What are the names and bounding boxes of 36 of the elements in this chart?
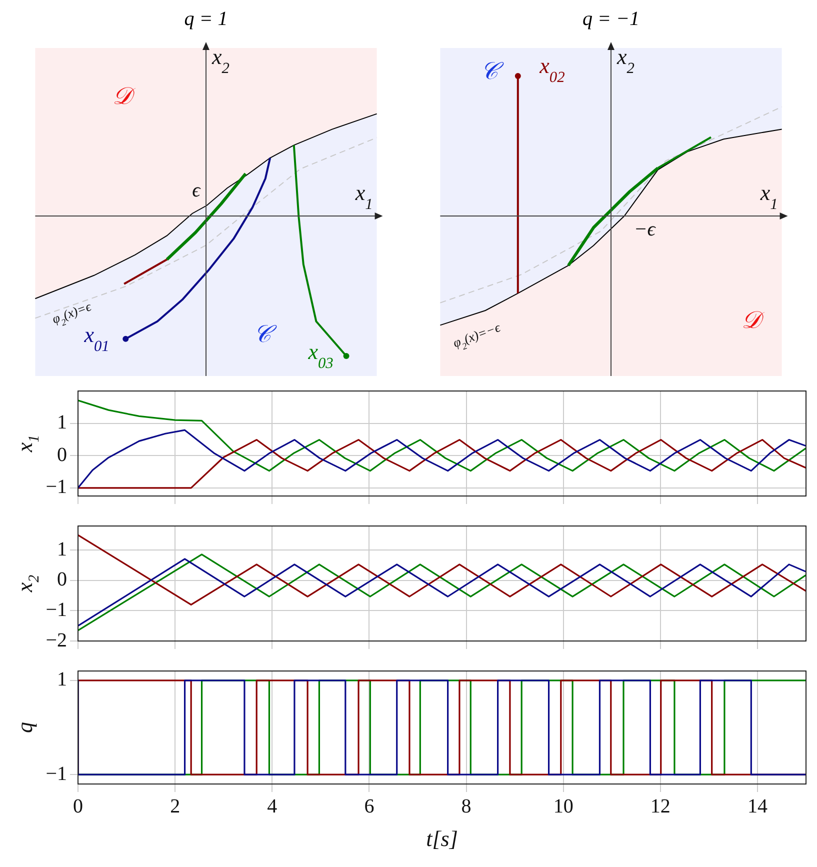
y-tick-label: −2 bbox=[46, 629, 67, 652]
text: x$_{03}$ bbox=[307, 338, 334, 372]
y-tick-label: −1 bbox=[46, 476, 67, 498]
text: 𝒞 bbox=[254, 322, 278, 348]
x-tick-label: 10 bbox=[553, 795, 574, 818]
y-tick-label: 1 bbox=[57, 412, 67, 434]
y-axis-title: q bbox=[12, 722, 37, 733]
text: x$_{02}$ bbox=[538, 53, 566, 86]
y-tick-label: 0 bbox=[57, 568, 67, 591]
x-tick-label: 12 bbox=[650, 795, 670, 818]
text: −ϵ bbox=[634, 218, 656, 241]
x-tick-label: 2 bbox=[170, 795, 180, 818]
y-axis-title: x2 bbox=[12, 574, 43, 594]
y-tick-label: 1 bbox=[57, 538, 67, 560]
x-tick-label: 14 bbox=[747, 795, 768, 818]
x-tick-label: 8 bbox=[461, 795, 472, 818]
text: 𝒞 bbox=[480, 58, 505, 85]
x-tick-label: 4 bbox=[267, 795, 278, 818]
x-axis-title: t[s] bbox=[426, 826, 458, 851]
text: x$_{1}$ bbox=[759, 180, 778, 212]
text: 𝒟 bbox=[112, 84, 136, 110]
y-axis-title: x1 bbox=[12, 434, 43, 454]
text: q = −1 bbox=[582, 8, 640, 32]
text: x$_{2}$ bbox=[616, 44, 635, 76]
text: q = 1 bbox=[183, 8, 229, 32]
y-tick-label: −1 bbox=[46, 598, 67, 621]
text: x$_{1}$ bbox=[354, 180, 373, 212]
y-tick-label: 1 bbox=[57, 668, 67, 691]
text: x$_{2}$ bbox=[211, 44, 230, 76]
y-tick-label: −1 bbox=[46, 762, 67, 785]
text: 𝒟 bbox=[742, 308, 766, 334]
x-tick-label: 0 bbox=[73, 795, 83, 818]
text: ϵ bbox=[192, 179, 202, 202]
y-tick-label: 0 bbox=[57, 444, 67, 466]
x-tick-label: 6 bbox=[364, 795, 374, 818]
text: φ$_{2}$(x)=−ϵ bbox=[450, 319, 503, 352]
